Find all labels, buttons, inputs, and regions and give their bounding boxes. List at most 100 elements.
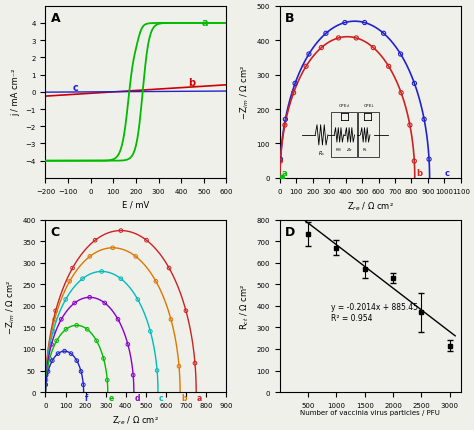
Point (54, 350, 62, 357)
Point (292, 81, 299, 88)
Text: c: c (445, 169, 449, 178)
Point (281, 122, 289, 129)
Point (175, 363, 183, 370)
Point (43, 363, 50, 370)
Point (46, 355, 54, 362)
Point (117, 227, 125, 234)
Point (86, 294, 93, 301)
Point (380, 31, 387, 38)
X-axis label: Z$_{re}$ / Ω cm²: Z$_{re}$ / Ω cm² (347, 200, 394, 212)
Text: a: a (201, 18, 208, 28)
Point (134, 296, 142, 303)
Point (80, 381, 87, 388)
Point (77, 368, 85, 375)
Point (397, 52, 404, 58)
Point (277, 158, 284, 165)
Point (62, 326, 70, 333)
Text: y = -0.2014x + 885.45
R² = 0.954: y = -0.2014x + 885.45 R² = 0.954 (330, 303, 418, 322)
Y-axis label: −Z$_{im}$ / Ω cm²: −Z$_{im}$ / Ω cm² (4, 279, 17, 334)
Text: d: d (135, 393, 140, 402)
Point (341, 20, 349, 27)
Point (425, 157, 433, 163)
Text: B: B (285, 12, 295, 25)
Point (42, 377, 50, 384)
Point (353, 35, 360, 42)
Point (83, 326, 91, 333)
Point (370, 45, 377, 52)
Point (305, 52, 313, 58)
X-axis label: E / mV: E / mV (122, 200, 149, 209)
X-axis label: Number of vaccinia virus particles / PFU: Number of vaccinia virus particles / PFU (301, 409, 440, 415)
Point (71, 300, 78, 307)
Point (57, 316, 65, 323)
Point (66, 278, 73, 285)
Point (67, 350, 75, 357)
Point (114, 316, 122, 323)
Text: f: f (84, 393, 88, 402)
Text: c: c (159, 393, 164, 402)
Point (124, 341, 132, 348)
Point (165, 265, 173, 272)
Point (335, 35, 342, 42)
Point (61, 348, 68, 355)
Point (100, 355, 107, 362)
Point (62, 296, 70, 303)
Point (182, 307, 190, 314)
Text: a: a (197, 393, 202, 402)
Point (420, 117, 428, 123)
Y-axis label: −Z$_{im}$ / Ω cm²: −Z$_{im}$ / Ω cm² (238, 65, 251, 120)
Point (43, 360, 50, 367)
Point (152, 278, 160, 285)
Point (53, 338, 60, 344)
Text: D: D (285, 225, 296, 238)
Point (48, 357, 56, 364)
Point (322, 31, 330, 38)
Point (42, 381, 50, 388)
Point (410, 158, 418, 165)
Point (290, 90, 297, 97)
Point (153, 367, 161, 374)
Point (52, 307, 60, 314)
Point (406, 122, 414, 129)
Point (302, 64, 310, 71)
Point (143, 237, 150, 244)
Point (117, 276, 125, 283)
Point (167, 316, 175, 323)
Point (146, 328, 154, 335)
Point (42, 372, 50, 379)
Point (129, 372, 137, 379)
Point (79, 276, 86, 283)
Point (282, 117, 289, 123)
Point (103, 377, 111, 384)
Point (91, 237, 99, 244)
Text: b: b (188, 77, 195, 87)
Text: c: c (73, 83, 78, 92)
Point (86, 253, 94, 260)
Point (98, 268, 106, 275)
Point (277, 157, 284, 163)
Text: a: a (282, 169, 288, 178)
Text: C: C (51, 225, 60, 238)
X-axis label: Z$_{re}$ / Ω cm²: Z$_{re}$ / Ω cm² (112, 413, 159, 426)
Point (48, 341, 55, 348)
Point (191, 360, 199, 367)
Point (73, 357, 81, 364)
Point (51, 316, 58, 323)
Text: b: b (181, 393, 186, 402)
Point (93, 338, 100, 344)
Point (43, 367, 50, 374)
Point (109, 245, 117, 252)
Text: e: e (109, 393, 114, 402)
Point (397, 90, 405, 97)
Point (318, 45, 325, 52)
Point (49, 328, 57, 335)
Point (410, 81, 418, 88)
Point (44, 368, 52, 375)
Point (277, 175, 285, 182)
Point (361, 20, 368, 27)
Text: A: A (51, 12, 61, 25)
Y-axis label: R$_{ct}$ / Ω cm²: R$_{ct}$ / Ω cm² (238, 283, 251, 329)
Point (385, 64, 392, 71)
Point (132, 253, 139, 260)
Text: b: b (417, 169, 422, 178)
